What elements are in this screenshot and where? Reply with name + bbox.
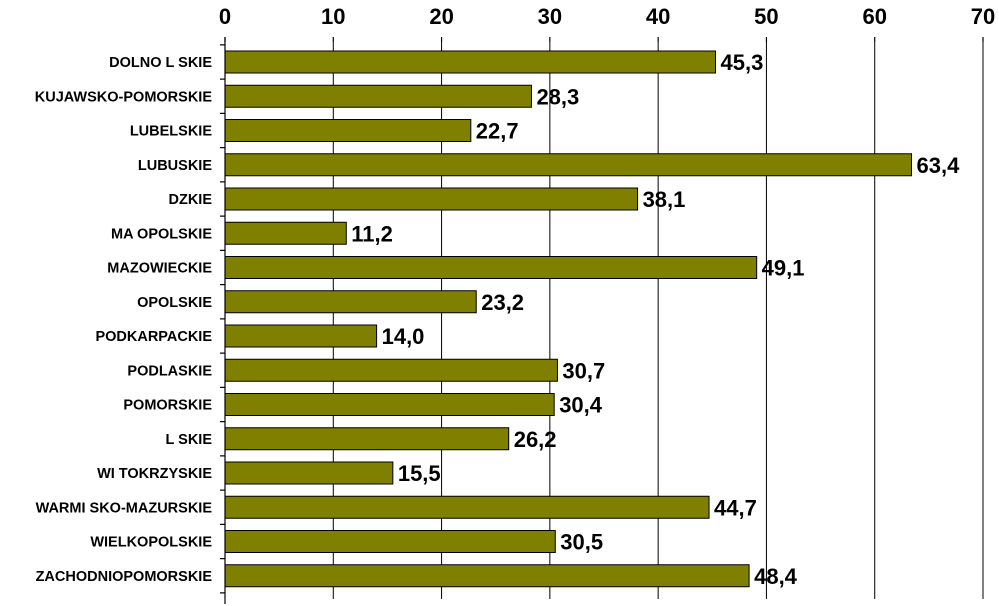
bar [224,153,913,177]
category-label: L SKIE [166,432,213,448]
bar [224,427,510,451]
bar [224,290,477,314]
category-label: OPOLSKIE [137,295,212,311]
category-label: LUBUSKIE [138,158,212,174]
category-label: WIELKOPOLSKIE [90,535,212,551]
category-label: DZKIE [169,192,213,208]
x-tick-label: 60 [862,4,886,29]
value-labels: 45,3 28,3 22,7 63,4 38,1 11,2 49,1 23,2 14,0 30,7… [351,50,960,589]
bar [224,324,378,348]
x-tick-label: 40 [646,4,670,29]
x-tick-label: 10 [321,4,345,29]
bars [224,50,913,588]
data-label: 14,0 [382,324,425,349]
bar [224,50,717,74]
x-tick-label: 20 [429,4,453,29]
bar [224,564,750,588]
bar [224,461,394,485]
category-label: DOLNO L SKIE [109,55,212,71]
axes [220,37,984,604]
data-label: 63,4 [917,153,961,178]
data-label: 15,5 [398,461,441,486]
data-label: 26,2 [514,427,557,452]
data-label: 11,2 [351,221,393,246]
bar [224,84,532,108]
bar [224,393,555,416]
data-label: 30,5 [560,530,603,555]
category-label: MAZOWIECKIE [107,261,212,277]
category-label: PODKARPACKIE [95,329,212,345]
category-label: POMORSKIE [123,398,212,414]
data-label: 22,7 [476,119,519,144]
data-label: 48,4 [754,564,798,589]
data-label: 30,7 [562,358,605,383]
x-tick-label: 70 [971,4,995,29]
data-label: 44,7 [714,495,757,520]
category-labels: DOLNO L SKIE KUJAWSKO-POMORSKIE LUBELSKIE L… [35,55,213,585]
x-tick-label: 0 [219,4,231,29]
bar [224,256,758,279]
data-label: 38,1 [643,187,686,212]
category-label: MA OPOLSKIE [111,226,212,242]
data-label: 23,2 [481,290,524,315]
data-label: 45,3 [721,50,764,75]
bar [224,530,556,553]
category-label: KUJAWSKO-POMORSKIE [35,89,213,105]
x-tick-labels: 0 10 20 30 40 50 60 70 [219,4,995,29]
bar [224,119,472,142]
data-label: 30,4 [559,393,603,418]
bar [224,221,347,245]
data-label: 49,1 [762,256,805,281]
category-label: LUBELSKIE [130,124,213,140]
bar [224,187,639,211]
category-label: PODLASKIE [127,363,212,379]
bar [224,495,710,519]
x-tick-label: 50 [754,4,778,29]
x-tick-label: 30 [538,4,562,29]
bar [224,358,558,382]
category-label: WI TOKRZYSKIE [97,466,212,482]
category-label: ZACHODNIOPOMORSKIE [36,569,213,585]
category-label: WARMI SKO-MAZURSKIE [36,500,213,516]
data-label: 28,3 [536,84,579,109]
